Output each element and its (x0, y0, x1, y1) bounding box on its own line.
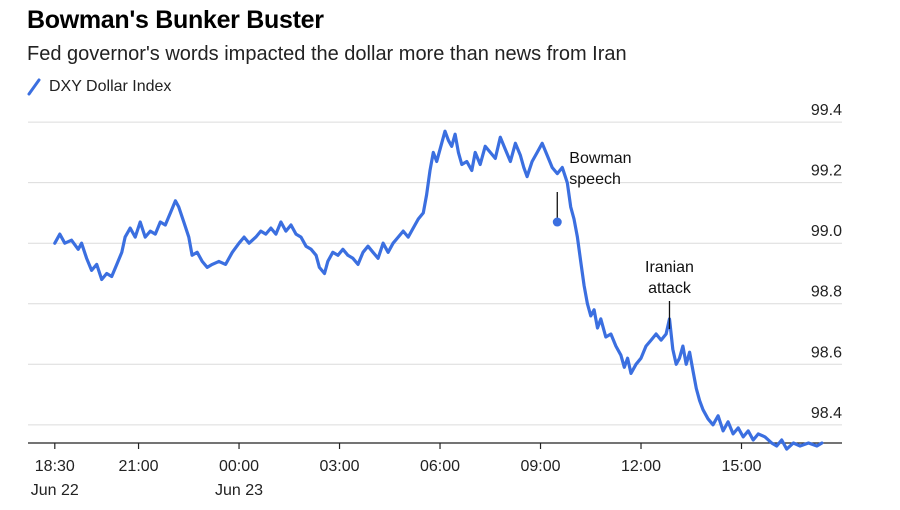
x-tick-sublabel: Jun 23 (215, 482, 263, 499)
annotations: Bowman speech Iranian attack (552, 150, 694, 329)
chart-legend: DXY Dollar Index (27, 78, 171, 96)
y-tick-label: 99.4 (811, 102, 842, 119)
y-tick-label: 98.8 (811, 284, 842, 301)
series-layer (53, 129, 824, 451)
x-tick-label: 21:00 (119, 458, 159, 475)
x-tick-label: 06:00 (420, 458, 460, 475)
legend-label: DXY Dollar Index (49, 78, 172, 95)
y-tick-label: 98.4 (811, 405, 842, 422)
series-line-dxy (53, 129, 824, 451)
y-tick-label: 99.0 (811, 223, 842, 240)
x-tick-sublabel: Jun 22 (31, 482, 79, 499)
legend-swatch-icon (27, 78, 41, 96)
annotation-marker (552, 217, 562, 227)
x-tick-label: 12:00 (621, 458, 661, 475)
annotation-label: attack (648, 280, 692, 297)
y-axis-ticks: 99.4 99.2 99.0 98.8 98.6 98.4 (811, 102, 842, 422)
x-axis-ticks: 18:30 Jun 22 21:00 00:00 Jun 23 03:00 06:00 09:… (31, 443, 762, 499)
chart-subtitle: Fed governor's words impacted the dollar… (27, 43, 627, 65)
x-tick-label: 00:00 (219, 458, 259, 475)
x-tick-label: 03:00 (320, 458, 360, 475)
annotation-label: speech (569, 171, 621, 188)
x-tick-label: 18:30 (35, 458, 75, 475)
y-tick-label: 99.2 (811, 163, 842, 180)
x-tick-label: 09:00 (520, 458, 560, 475)
y-tick-label: 98.6 (811, 344, 842, 361)
x-tick-label: 15:00 (721, 458, 761, 475)
annotation-label: Iranian (645, 259, 694, 276)
chart-title: Bowman's Bunker Buster (27, 6, 324, 34)
annotation-label: Bowman (569, 150, 631, 167)
grid-lines (28, 121, 842, 426)
